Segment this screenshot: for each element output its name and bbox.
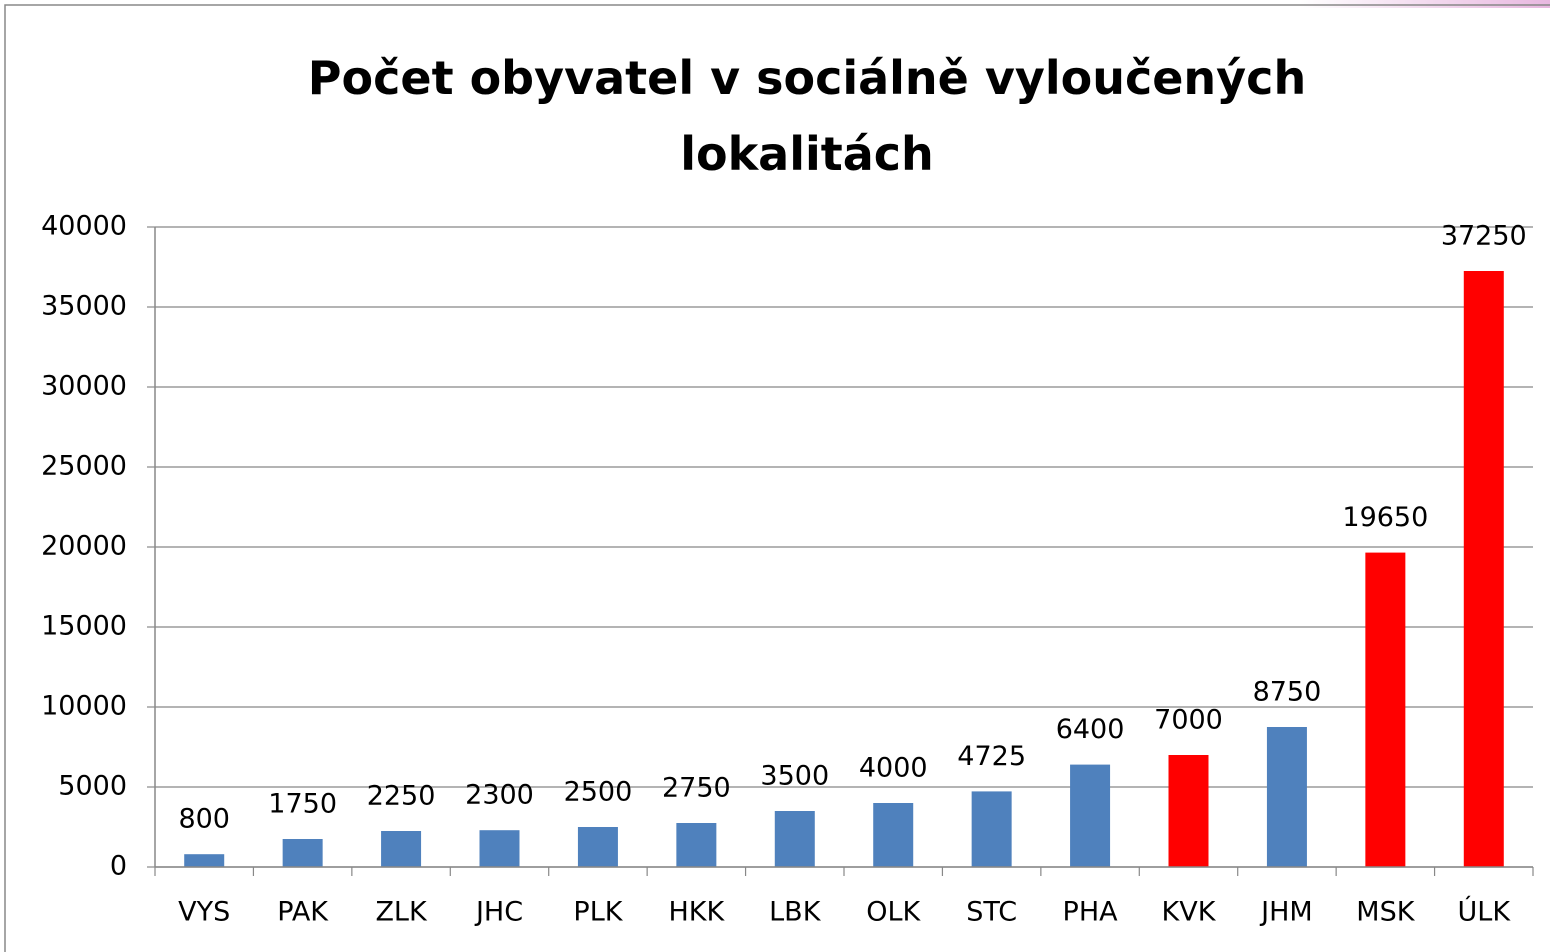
bar <box>873 803 914 867</box>
data-label: 2300 <box>465 780 534 811</box>
data-label: 19650 <box>1342 502 1428 533</box>
x-tick-label: KVK <box>1162 897 1217 928</box>
data-label: 3500 <box>760 761 829 792</box>
x-tick-label: JHM <box>1259 897 1313 928</box>
data-label: 6400 <box>1056 714 1125 745</box>
background-decoration <box>1300 0 1550 8</box>
y-tick-label: 0 <box>110 851 127 882</box>
x-tick-label: LBK <box>769 897 822 928</box>
bar <box>381 831 422 867</box>
x-tick-label: PAK <box>277 897 329 928</box>
data-label: 4000 <box>859 753 928 784</box>
data-label: 8750 <box>1253 677 1322 708</box>
bar <box>184 854 225 867</box>
data-label: 1750 <box>268 789 337 820</box>
y-tick-label: 25000 <box>41 451 127 482</box>
x-tick-label: ZLK <box>375 897 428 928</box>
bar <box>1463 271 1504 867</box>
bar <box>676 823 717 867</box>
bar <box>774 811 815 867</box>
y-tick-label: 40000 <box>41 211 127 242</box>
bar <box>1365 552 1406 867</box>
data-label: 2750 <box>662 773 731 804</box>
x-tick-label: STC <box>966 897 1017 928</box>
bar <box>1168 755 1209 867</box>
data-label: 37250 <box>1441 221 1527 252</box>
x-tick-label: HKK <box>668 897 725 928</box>
x-tick-label: JHC <box>474 897 523 928</box>
y-tick-label: 10000 <box>41 691 127 722</box>
chart-border <box>4 4 1550 952</box>
y-tick-label: 15000 <box>41 611 127 642</box>
y-tick-label: 30000 <box>41 371 127 402</box>
bar <box>971 791 1012 867</box>
bar <box>1266 727 1307 867</box>
data-label: 2500 <box>564 777 633 808</box>
bar <box>577 827 618 867</box>
y-tick-label: 5000 <box>58 771 127 802</box>
data-label: 7000 <box>1154 705 1223 736</box>
y-tick-label: 20000 <box>41 531 127 562</box>
chart-title: Počet obyvatel v sociálně vyloučených lo… <box>307 51 1307 181</box>
x-tick-label: MSK <box>1356 897 1415 928</box>
x-tick-label: VYS <box>178 897 230 928</box>
data-label: 2250 <box>367 781 436 812</box>
bar <box>282 839 323 867</box>
x-tick-label: PLK <box>573 897 623 928</box>
x-tick-label: ÚLK <box>1458 896 1512 928</box>
x-tick-label: PHA <box>1063 897 1119 928</box>
x-tick-label: OLK <box>866 897 921 928</box>
bar <box>479 830 520 867</box>
data-label: 800 <box>178 804 230 835</box>
y-tick-label: 35000 <box>41 291 127 322</box>
bar <box>1070 764 1111 867</box>
data-label: 4725 <box>957 741 1026 772</box>
